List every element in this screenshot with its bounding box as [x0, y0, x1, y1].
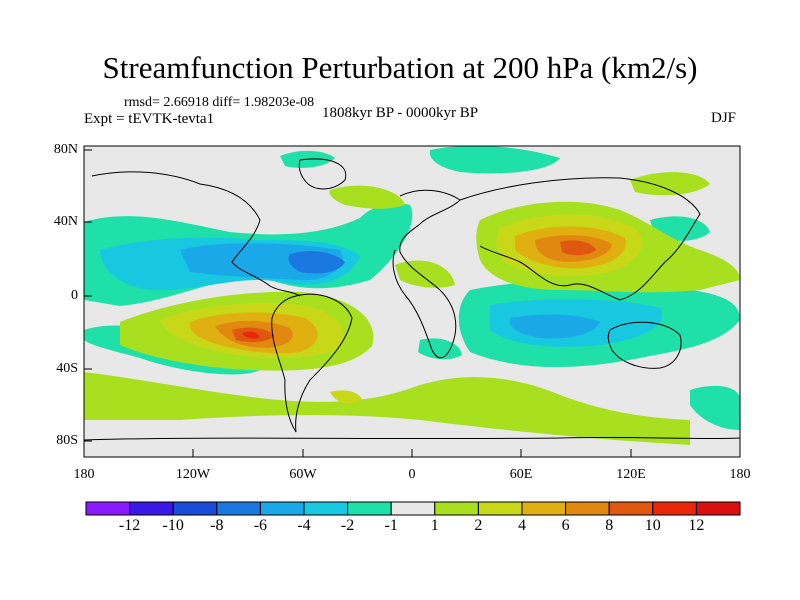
- season-label: DJF: [711, 110, 737, 126]
- neg-contour-arctic-2: [429, 146, 560, 174]
- colorbar-label: -10: [162, 517, 184, 534]
- colorbar-label: 10: [644, 517, 661, 534]
- pos-contour-so: [84, 372, 690, 445]
- colorbar-box: [652, 501, 697, 516]
- coast-antarctica: [84, 436, 740, 441]
- colorbar-label: -12: [118, 517, 141, 534]
- coast-north-america: [91, 171, 301, 297]
- pos-contour-sa-6: [242, 331, 260, 339]
- colorbar-label: 1: [430, 517, 439, 534]
- lon-tick-60w: 60W: [289, 467, 317, 482]
- lat-tick-40n: 40N: [53, 214, 78, 229]
- lat-tick-40s: 40S: [56, 361, 78, 376]
- lon-tick-0: 0: [408, 467, 416, 482]
- colorbar-label: -4: [297, 517, 311, 534]
- colorbar-label: -6: [253, 517, 268, 534]
- colorbar-box: [85, 501, 131, 516]
- lon-tick-180w: 180: [73, 467, 95, 482]
- pos-contour-na: [329, 185, 405, 209]
- neg-contour-sa: [418, 338, 462, 360]
- pos-contour-np: [630, 172, 710, 196]
- colorbar-box: [259, 501, 305, 516]
- coastlines: [84, 158, 740, 441]
- colorbar-box: [565, 501, 610, 516]
- colorbar-box: [303, 501, 349, 516]
- neg-contour-io-3: [509, 314, 600, 339]
- experiment-label: Expt = tEVTK-tevta1: [84, 111, 215, 127]
- pos-contour-af: [395, 260, 455, 288]
- pos-contour-asia-5: [560, 240, 596, 256]
- colorbar-box: [695, 501, 741, 516]
- colorbar-label: -2: [340, 517, 355, 534]
- colorbar-box: [216, 501, 261, 516]
- colorbar-box: [608, 501, 654, 516]
- plot-title: Streamfunction Perturbation at 200 hPa (…: [102, 50, 698, 85]
- coast-australia: [607, 321, 682, 369]
- colorbar-label: 2: [474, 517, 483, 534]
- period-label: 1808kyr BP - 0000kyr BP: [322, 105, 479, 121]
- coast-asia: [459, 177, 701, 301]
- lon-tick-120w: 120W: [175, 467, 211, 482]
- pos-contour-so-2: [330, 390, 362, 404]
- colorbar-label: 8: [605, 517, 614, 534]
- lat-tick-80n: 80N: [53, 142, 78, 157]
- neg-contour-nw-4: [288, 251, 345, 274]
- lon-tick-180e: 180: [729, 467, 751, 482]
- colorbar-label: -8: [210, 517, 224, 534]
- lat-tick-0: 0: [71, 288, 78, 303]
- lat-tick-80s: 80S: [56, 433, 78, 448]
- lon-tick-60e: 60E: [509, 467, 533, 482]
- lon-tick-120e: 120E: [616, 467, 646, 482]
- colorbar-label: 4: [518, 517, 526, 534]
- colorbar-box: [477, 501, 523, 516]
- colorbar: [85, 501, 741, 516]
- colorbar-box: [521, 501, 567, 516]
- coast-europe-africa: [392, 189, 461, 359]
- axis-ticks: [83, 149, 741, 457]
- colorbar-box: [172, 501, 218, 516]
- contour-fields: [84, 146, 740, 445]
- coast-south-america: [271, 293, 353, 433]
- colorbar-box: [390, 501, 436, 516]
- colorbar-box: [434, 501, 479, 516]
- colorbar-label: 12: [688, 517, 705, 534]
- colorbar-label: 6: [561, 517, 570, 534]
- colorbar-box: [347, 501, 392, 516]
- neg-contour-se: [690, 385, 740, 430]
- coast-greenland: [298, 158, 347, 190]
- stats-line: rmsd= 2.66918 diff= 1.98203e-08: [124, 95, 315, 110]
- colorbar-label: -1: [384, 517, 398, 534]
- colorbar-box: [129, 501, 174, 516]
